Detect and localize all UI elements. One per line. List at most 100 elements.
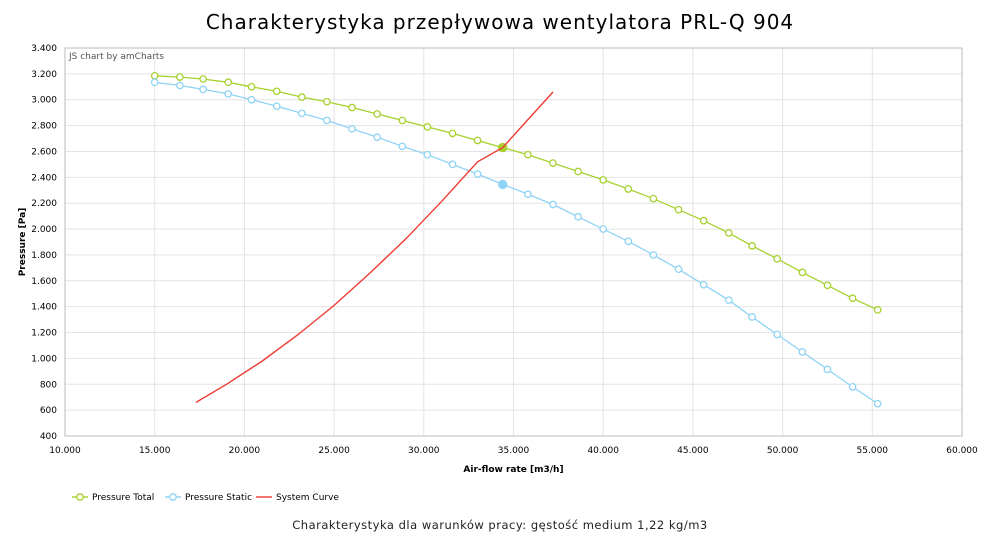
legend-marker	[76, 493, 84, 501]
legend-label: Pressure Static	[185, 493, 252, 503]
data-point[interactable]	[599, 176, 608, 184]
data-point[interactable]	[699, 280, 708, 289]
legend-item[interactable]: Pressure Total	[72, 493, 154, 503]
data-point[interactable]	[599, 225, 608, 233]
data-point[interactable]	[150, 78, 159, 87]
y-axis-ticks: 400 600 800 1.000 1.200 1.400 1.600 1.800 2.000 2…	[31, 44, 57, 442]
legend-item[interactable]: System Curve	[256, 493, 339, 503]
chart-subtitle: Charakterystyka dla warunków pracy: gęst…	[292, 518, 708, 532]
y-tick-label: 1.600	[31, 277, 57, 287]
legend-marker	[169, 493, 177, 501]
plot-frame	[64, 47, 963, 437]
data-point[interactable]	[247, 82, 256, 91]
x-tick-label: 10.000	[49, 446, 81, 456]
data-point[interactable]	[848, 294, 857, 303]
data-point[interactable]	[398, 116, 407, 125]
data-point[interactable]	[323, 116, 331, 125]
y-tick-label: 3.000	[31, 96, 57, 106]
data-point[interactable]	[549, 159, 557, 167]
data-point[interactable]	[649, 251, 658, 259]
series-system-curve	[195, 91, 554, 404]
data-point[interactable]	[624, 237, 633, 246]
data-point[interactable]	[773, 254, 782, 263]
data-point[interactable]	[199, 85, 207, 94]
y-tick-label: 400	[40, 432, 57, 442]
data-point[interactable]	[373, 110, 382, 118]
data-point[interactable]	[748, 242, 756, 250]
grid	[64, 47, 963, 437]
data-point[interactable]	[574, 212, 582, 221]
series-pressure-static	[150, 78, 882, 408]
x-axis-title: Air-flow rate [m3/h]	[463, 465, 563, 475]
legend-item[interactable]: Pressure Static	[165, 493, 252, 503]
data-point[interactable]	[724, 296, 733, 305]
y-tick-label: 1.400	[31, 303, 57, 313]
data-point[interactable]	[699, 216, 708, 225]
data-point[interactable]	[873, 399, 882, 408]
y-axis-title: Pressure [Pa]	[18, 208, 28, 277]
data-point[interactable]	[473, 136, 482, 145]
data-point[interactable]	[574, 167, 582, 176]
y-tick-label: 800	[40, 380, 57, 390]
data-point[interactable]	[398, 142, 407, 151]
x-tick-label: 20.000	[229, 446, 261, 456]
data-point[interactable]	[423, 123, 432, 131]
data-point[interactable]	[247, 95, 256, 104]
data-point[interactable]	[823, 281, 832, 290]
data-point[interactable]	[674, 265, 683, 274]
data-point[interactable]	[348, 124, 356, 133]
x-axis-ticks: 10.000 15.000 20.000 25.000 30.000 35.000 40.0…	[49, 446, 978, 456]
x-tick-label: 15.000	[139, 446, 171, 456]
data-point[interactable]	[448, 129, 457, 138]
x-tick-label: 35.000	[498, 446, 530, 456]
y-tick-label: 2.200	[31, 199, 57, 209]
data-point[interactable]	[798, 348, 807, 356]
data-point[interactable]	[297, 109, 306, 118]
data-point[interactable]	[798, 268, 807, 277]
data-point[interactable]	[272, 87, 281, 96]
data-point[interactable]	[848, 383, 857, 391]
data-point[interactable]	[150, 71, 159, 80]
data-point[interactable]	[224, 90, 233, 98]
x-tick-label: 30.000	[408, 446, 440, 456]
y-tick-label: 2.000	[31, 225, 57, 235]
data-point[interactable]	[373, 133, 382, 142]
series-pressure-total	[150, 71, 882, 314]
data-point[interactable]	[224, 78, 233, 87]
x-tick-label: 40.000	[587, 446, 619, 456]
data-point[interactable]	[524, 150, 532, 159]
data-point[interactable]	[175, 81, 184, 90]
data-point[interactable]	[748, 313, 756, 321]
data-point[interactable]	[473, 170, 482, 178]
data-point[interactable]	[175, 73, 184, 81]
data-point[interactable]	[423, 150, 432, 159]
y-tick-label: 600	[40, 406, 57, 416]
data-point[interactable]	[823, 365, 832, 374]
operating-point-marker[interactable]	[498, 179, 508, 190]
data-point[interactable]	[649, 194, 658, 203]
legend-label: System Curve	[276, 493, 339, 503]
y-tick-label: 3.400	[31, 44, 57, 54]
legend-label: Pressure Total	[92, 493, 154, 503]
data-point[interactable]	[272, 102, 281, 111]
x-tick-label: 55.000	[857, 446, 889, 456]
data-point[interactable]	[674, 205, 683, 214]
data-point[interactable]	[873, 306, 882, 314]
data-point[interactable]	[773, 330, 782, 339]
data-point[interactable]	[524, 190, 532, 198]
series-line	[195, 91, 554, 404]
data-point[interactable]	[323, 97, 331, 106]
data-point[interactable]	[297, 93, 306, 101]
data-point[interactable]	[348, 103, 356, 112]
data-point[interactable]	[724, 229, 733, 237]
y-tick-label: 1.000	[31, 354, 57, 364]
y-tick-label: 1.800	[31, 251, 57, 261]
data-point[interactable]	[624, 185, 633, 193]
data-point[interactable]	[549, 200, 557, 209]
x-tick-label: 50.000	[767, 446, 799, 456]
data-point[interactable]	[448, 160, 457, 169]
chart-credit[interactable]: JS chart by amCharts	[68, 52, 164, 62]
x-tick-label: 45.000	[677, 446, 709, 456]
y-tick-label: 3.200	[31, 70, 57, 80]
data-point[interactable]	[199, 75, 207, 83]
